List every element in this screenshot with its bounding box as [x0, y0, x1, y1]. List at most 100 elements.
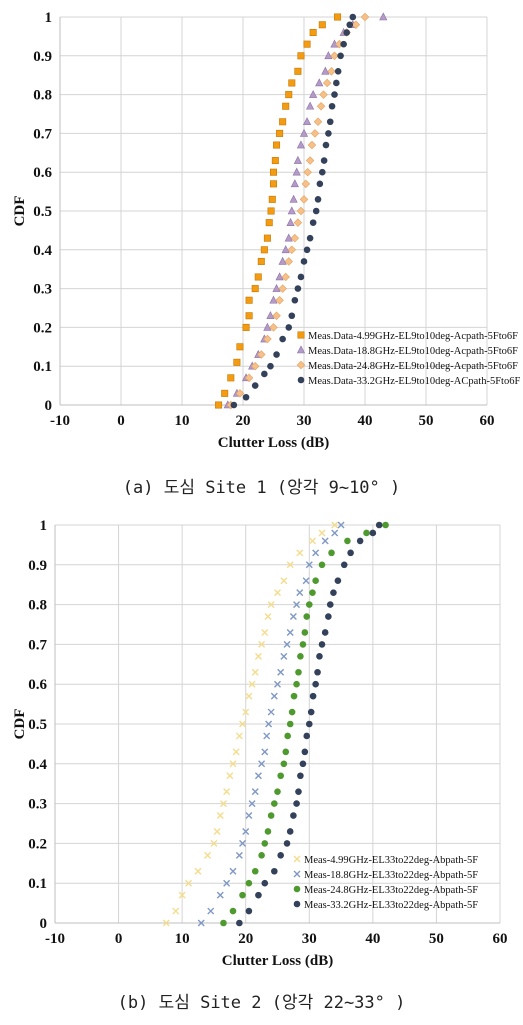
chart-b-data-point: [251, 788, 259, 796]
chart-a-data-point: [267, 207, 275, 215]
chart-a-data-point: [326, 118, 334, 126]
chart-b-legend-label: Meas-33.2GHz-EL33to22deg-Abpath-5F: [304, 900, 478, 911]
chart-b-data-point: [296, 589, 304, 597]
chart-a-data-point: [343, 29, 351, 36]
chart-a-data-point: [233, 358, 241, 366]
chart-b-data-point: [309, 589, 316, 596]
chart-b: -10 0 10 20 30 40 50 6000.10.20.30.40.50.60.70.…: [12, 518, 508, 969]
chart-b-x-tick-label: 60: [493, 931, 508, 947]
chart-b-x-tick-label: 40: [365, 931, 380, 947]
chart-a-data-point: [278, 256, 287, 265]
chart-a-data-point: [296, 140, 306, 149]
chart-a-data-point: [230, 401, 238, 409]
chart-b-data-point: [172, 907, 180, 915]
chart-b-data-point: [232, 748, 240, 756]
chart-a-data-point: [334, 13, 342, 21]
chart-b-data-point: [305, 601, 313, 608]
chart-a-x-axis-title: Clutter Loss (dB): [218, 435, 329, 451]
chart-b-data-point: [286, 628, 294, 636]
chart-b-data-point: [382, 521, 389, 529]
chart-a-data-point: [235, 389, 245, 398]
chart-b-data-point: [263, 732, 271, 740]
chart-a-x-tick-label: -10: [50, 413, 70, 429]
chart-a-y-tick-label: 0.3: [33, 282, 52, 298]
chart-b-data-point: [293, 800, 300, 807]
chart-b-x-tick-label: 0: [115, 931, 123, 947]
chart-a-y-tick-label: 0.2: [33, 320, 52, 336]
chart-a-x-tick-label: 10: [175, 413, 190, 429]
chart-a-data-point: [291, 296, 299, 304]
chart-b-data-point: [318, 561, 326, 569]
chart-b-data-point: [216, 891, 224, 899]
chart-b-data-point: [274, 589, 281, 597]
chart-a-data-point: [349, 13, 357, 21]
chart-a-data-point: [321, 66, 330, 75]
chart-a-y-tick-label: 0.7: [33, 126, 52, 142]
chart-b-data-point: [283, 640, 291, 648]
chart-b-legend-marker: [293, 870, 301, 878]
chart-a-data-point: [281, 245, 290, 254]
chart-b-data-point: [245, 692, 253, 700]
chart-b-data-point: [178, 891, 186, 899]
chart-b-data-point: [185, 879, 192, 887]
chart-b-series-3: [220, 521, 389, 927]
chart-b-legend: Meas-4.99GHz-EL33to22deg-Abpath-5F Meas-1…: [293, 855, 478, 911]
chart-b-data-point: [289, 613, 297, 621]
chart-b-data-point: [296, 549, 304, 557]
chart-a-data-point: [265, 219, 273, 227]
chart-b-data-point: [220, 919, 227, 927]
chart-b-data-point: [325, 613, 332, 620]
chart-b-data-point: [258, 640, 266, 648]
chart-b-y-tick-label: 0.4: [28, 757, 47, 773]
chart-b-x-tick-label: 50: [429, 931, 444, 947]
chart-b-data-point: [236, 919, 243, 927]
chart-a-data-point: [263, 334, 272, 344]
chart-b-data-point: [297, 772, 304, 780]
chart-a-data-point: [267, 362, 274, 370]
chart-panel-b: -10 0 10 20 30 40 50 60 0 0.1 0.2 0.3 0.4 0.5 0.6 0.7 0.…: [0, 510, 523, 1025]
chart-a-data-point: [322, 78, 332, 88]
chart-a-data-point: [303, 167, 312, 177]
chart-a-y-tick-label: 0.5: [33, 204, 52, 220]
chart-a-data-point: [309, 29, 317, 37]
chart-b-data-point: [267, 812, 275, 819]
chart-a-x-tick-label: 50: [419, 413, 434, 429]
chart-a-x-tick-label: 60: [480, 413, 495, 429]
chart-b-data-point: [369, 529, 377, 537]
chart-b-y-tick-label: 0.2: [28, 836, 47, 852]
chart-b-data-point: [299, 641, 307, 648]
chart-b-data-point: [330, 589, 337, 596]
chart-b-data-point: [334, 577, 342, 585]
chart-a-data-point: [269, 295, 278, 304]
chart-a-data-point: [313, 117, 323, 126]
chart-b-data-point: [251, 867, 259, 875]
chart-a-data-point: [294, 67, 302, 75]
chart-a-data-point: [260, 246, 268, 254]
chart-a-data-point: [314, 196, 322, 203]
chart-b-y-tick-label: 0.9: [28, 558, 47, 574]
chart-a-data-point: [215, 401, 223, 409]
chart-a-data-point: [316, 180, 324, 188]
chart-a-data-point: [360, 12, 370, 22]
chart-a-legend-label: Meas.Data-24.8GHz-EL9to10deg-Acpath-5Fto…: [308, 361, 518, 372]
chart-a-data-point: [279, 335, 286, 343]
chart-a-data-point: [290, 179, 299, 188]
chart-a-data-point: [279, 118, 287, 126]
chart-a-legend-label: Meas.Data-4.99GHz-EL9to10deg-Acpath-5Fto…: [308, 331, 518, 342]
chart-b-data-point: [245, 907, 253, 915]
chart-a-data-point: [288, 79, 296, 87]
chart-a-data-point: [284, 257, 293, 266]
chart-b-data-point: [356, 537, 364, 545]
chart-a-y-axis-title: CDF: [12, 196, 28, 227]
chart-a-series-3: [226, 12, 370, 410]
chart-a-data-point: [287, 206, 296, 215]
chart-a-y-tick-label: 0.6: [33, 165, 52, 181]
chart-b-data-point: [312, 577, 319, 585]
chart-a-data-point: [269, 180, 277, 188]
chart-b-data-point: [288, 708, 296, 716]
chart-b-data-point: [251, 668, 259, 676]
chart-a-data-point: [297, 52, 305, 60]
chart-a-data-point: [310, 129, 320, 138]
chart-a-data-point: [271, 157, 279, 165]
chart-b-data-point: [270, 692, 278, 700]
